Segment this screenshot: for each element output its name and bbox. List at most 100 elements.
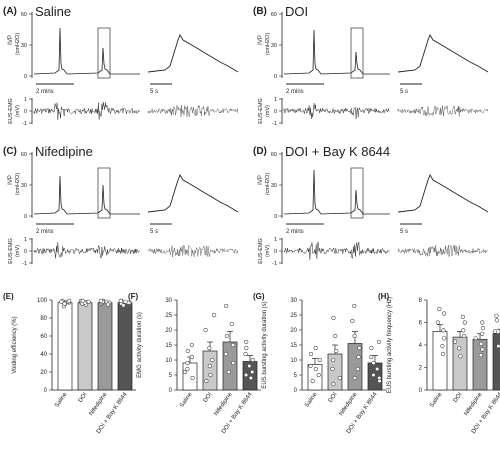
emg-axis-unit: (mV): [265, 105, 271, 117]
data-point: [86, 299, 91, 304]
trace-panel-2: (B) DOI 60 30 0 IVP (cmH2O) 2 mins 5 s 1 0 -1 EUS-EM…: [253, 4, 489, 127]
data-point: [331, 381, 336, 387]
data-point: [440, 344, 445, 349]
ivp-tick-label: 0: [24, 214, 27, 220]
x-tick-label: Nifedipine: [213, 391, 234, 417]
ivp-tick-label: 0: [24, 74, 27, 80]
y-tick-label: 20: [165, 328, 172, 334]
trace-panel-3: (C) Nifedipine 60 30 0 IVP (cmH2O) 2 mins 5 s 1 0 -…: [3, 144, 239, 267]
emg-trace-long: [33, 242, 140, 259]
ivp-trace-long: [33, 175, 140, 215]
ivp-axis-unit: (cmH2O): [265, 33, 271, 55]
data-point: [352, 333, 357, 339]
bar-1: [57, 302, 73, 391]
data-point: [230, 342, 236, 348]
data-point: [356, 354, 361, 360]
data-point: [337, 375, 342, 381]
data-point: [185, 366, 190, 372]
data-point: [330, 366, 335, 372]
x-tick-label: DOI: [203, 391, 214, 403]
data-point: [229, 321, 234, 327]
data-point: [316, 372, 321, 378]
data-point: [437, 306, 442, 312]
emg-trace-zoom: [397, 105, 489, 117]
data-point: [350, 318, 355, 324]
emg-axis-unit: (mV): [265, 245, 271, 257]
zoom-highlight-box: [97, 167, 111, 219]
data-point: [208, 372, 213, 378]
data-point: [442, 336, 447, 341]
data-point: [435, 320, 441, 325]
emg-tick-label: 0: [24, 109, 27, 115]
x-tick-label: Saline: [54, 391, 69, 409]
data-point: [308, 351, 314, 357]
data-point: [494, 318, 500, 323]
data-point: [118, 298, 123, 304]
data-point: [223, 303, 229, 309]
data-point: [62, 301, 67, 306]
trace-panel-1: (A) Saline 60 30 0 IVP (cmH2O) 2 mins 5 s 1 0 -1 EUS…: [3, 4, 239, 127]
bar-2: [202, 350, 218, 391]
y-tick-label: 0: [419, 388, 423, 394]
data-point: [480, 347, 485, 352]
ivp-tick-label: 60: [271, 152, 277, 158]
x-tick-label: Nifedipine: [463, 391, 484, 417]
data-point: [460, 314, 465, 320]
emg-trace-zoom: [397, 245, 489, 257]
emg-axis-unit: (mV): [15, 245, 21, 257]
bar-chart-e: (E) Voiding efficiency (%) 0 20 40 60 80 100 Sal…: [3, 292, 136, 435]
data-point: [210, 357, 215, 363]
data-point: [80, 298, 85, 304]
emg-axis-label: EUS-EMG: [258, 238, 264, 264]
scale-label-left: 2 mins: [36, 89, 54, 95]
data-point: [223, 351, 228, 357]
data-point: [355, 366, 360, 372]
bar-chart-g: (G)EUS bursting activity duration (s) 0 5 1…: [253, 292, 386, 435]
data-point: [352, 303, 357, 309]
data-point: [375, 366, 380, 372]
bar-charts: (E)Voiding efficiency (%)020406080100Sal…: [3, 292, 500, 435]
x-tick-label: Nifedipine: [338, 391, 359, 417]
data-point: [473, 336, 478, 341]
data-point: [371, 372, 376, 378]
data-point: [243, 372, 249, 378]
bar-4: [492, 333, 500, 391]
data-point: [189, 354, 194, 360]
data-point: [185, 348, 190, 354]
ivp-trace-zoom: [147, 173, 239, 213]
y-tick-label: 0: [294, 388, 298, 394]
ivp-axis-label: IVP: [8, 35, 14, 45]
x-tick-label: Nifedipine: [88, 391, 109, 417]
y-axis-label: EUS bursting activity duration (s): [262, 301, 268, 388]
data-point: [121, 303, 126, 308]
ivp-tick-label: 60: [21, 152, 27, 158]
data-point: [203, 327, 208, 333]
ivp-trace-zoom: [397, 33, 489, 73]
scale-label-left: 2 mins: [286, 229, 304, 235]
ivp-trace-long: [33, 27, 140, 75]
data-point: [457, 346, 462, 351]
emg-trace-long: [283, 103, 390, 119]
y-tick-label: 15: [290, 343, 297, 349]
scale-label-right: 5 s: [150, 89, 158, 95]
data-point: [244, 345, 249, 351]
zoom-highlight-box: [350, 27, 364, 79]
data-point: [248, 375, 253, 381]
y-tick-label: 5: [294, 373, 298, 379]
y-tick-label: 100: [37, 298, 48, 304]
data-point: [331, 357, 336, 363]
data-point: [480, 326, 486, 331]
ivp-tick-label: 60: [271, 12, 277, 18]
emg-tick-label: 0: [274, 109, 277, 115]
panel-letter: (D): [253, 146, 267, 157]
data-point: [105, 302, 111, 307]
data-point: [478, 341, 484, 347]
y-tick-label: 20: [290, 328, 297, 334]
data-point: [313, 345, 318, 351]
scale-label-right: 5 s: [400, 229, 408, 235]
data-point: [308, 363, 313, 369]
data-point: [189, 342, 194, 348]
ivp-axis-label: IVP: [258, 35, 264, 45]
ivp-tick-label: 30: [271, 43, 277, 49]
y-tick-label: 10: [290, 358, 297, 364]
